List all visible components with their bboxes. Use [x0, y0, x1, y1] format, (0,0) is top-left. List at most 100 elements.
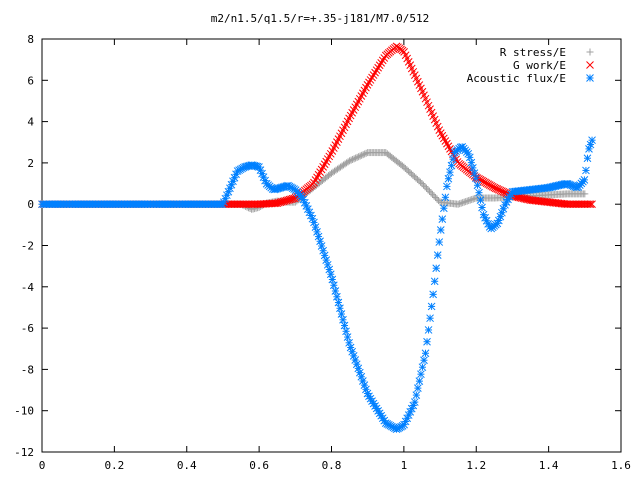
legend-label: Acoustic flux/E: [467, 72, 566, 85]
data-point: [441, 193, 450, 202]
data-point: [469, 164, 477, 172]
data-point: [415, 377, 424, 386]
data-point: [433, 195, 441, 203]
data-point: [352, 360, 361, 369]
data-point: [354, 364, 363, 373]
data-point: [356, 152, 364, 160]
data-point: [421, 183, 429, 191]
data-point: [447, 161, 456, 170]
data-point: [274, 198, 283, 207]
data-point: [426, 187, 434, 195]
data-point: [353, 153, 361, 161]
y-tick-label: -12: [14, 446, 34, 459]
data-point: [463, 197, 471, 205]
data-point: [344, 158, 352, 166]
data-point: [462, 198, 470, 206]
data-point: [282, 196, 291, 205]
x-tick-label: 1: [401, 459, 408, 472]
y-tick-label: -6: [21, 322, 34, 335]
data-point: [585, 200, 593, 209]
x-tick-label: 0.8: [322, 459, 342, 472]
x-tick-label: 1.6: [611, 459, 631, 472]
axis-ticks: 0 0.2 0.4 0.6 0.8 1 1.2 1.4 1.6 8 6 4 2 0 -2 -4 -6 -8 -10 -…: [14, 33, 631, 472]
x-tick-label: 0.6: [249, 459, 269, 472]
data-point: [519, 194, 528, 203]
data-point: [355, 153, 363, 161]
data-point: [339, 315, 347, 324]
data-point: [317, 242, 326, 250]
data-point: [355, 368, 364, 377]
data-point: [435, 238, 444, 246]
data-point: [349, 155, 357, 163]
data-point: [287, 195, 295, 204]
data-point: [429, 290, 438, 299]
data-point: [429, 190, 437, 198]
data-point: [432, 264, 441, 273]
data-point: [350, 155, 358, 163]
data-point: [329, 281, 338, 290]
data-point: [473, 181, 482, 190]
data-point: [326, 270, 335, 279]
data-point: [588, 136, 596, 145]
data-point: [410, 398, 419, 406]
data-point: [412, 391, 421, 399]
data-point: [314, 232, 323, 241]
data-point: [359, 151, 367, 159]
data-point: [281, 197, 289, 205]
data-point: [331, 287, 340, 295]
x-tick-label: 0: [39, 459, 46, 472]
legend-marker: [586, 48, 594, 56]
x-tick-label: 0.2: [104, 459, 124, 472]
data-point: [357, 372, 366, 381]
data-point: [419, 181, 427, 189]
data-point: [336, 304, 344, 313]
data-point: [426, 314, 434, 323]
data-point: [284, 196, 292, 204]
data-point: [345, 338, 353, 347]
data-point: [313, 228, 321, 236]
data-point: [438, 215, 447, 223]
data-point: [460, 198, 468, 206]
data-point: [340, 321, 349, 330]
data-point: [279, 197, 288, 206]
data-point: [433, 251, 442, 259]
data-point: [424, 186, 432, 194]
data-point: [459, 199, 467, 207]
data-point: [420, 356, 428, 365]
y-tick-label: 4: [27, 116, 34, 129]
data-point: [517, 194, 526, 202]
data-point: [446, 168, 454, 177]
data-point: [444, 174, 453, 183]
data-point: [456, 200, 464, 208]
data-point: [358, 151, 366, 159]
data-point: [439, 204, 448, 213]
data-point: [276, 198, 285, 207]
data-point: [465, 197, 473, 205]
data-point: [278, 197, 286, 206]
data-point: [320, 251, 329, 260]
data-point: [362, 149, 370, 157]
data-point: [522, 195, 531, 203]
series-2: [38, 136, 596, 434]
data-point: [334, 298, 343, 307]
y-tick-label: -8: [21, 363, 34, 376]
y-tick-label: -10: [14, 405, 34, 418]
data-point: [319, 246, 327, 255]
data-point: [347, 156, 355, 164]
y-tick-label: 0: [27, 198, 34, 211]
y-tick-label: -2: [21, 240, 34, 253]
data-point: [475, 188, 483, 197]
data-point: [337, 310, 346, 318]
data-point: [466, 196, 474, 204]
data-point: [417, 370, 425, 379]
legend-label: R stress/E: [500, 46, 566, 59]
legend-label: G work/E: [513, 59, 566, 72]
data-point: [311, 223, 320, 232]
data-point: [472, 174, 480, 183]
data-point: [323, 260, 332, 269]
y-tick-label: 2: [27, 157, 34, 170]
data-point: [310, 218, 318, 227]
